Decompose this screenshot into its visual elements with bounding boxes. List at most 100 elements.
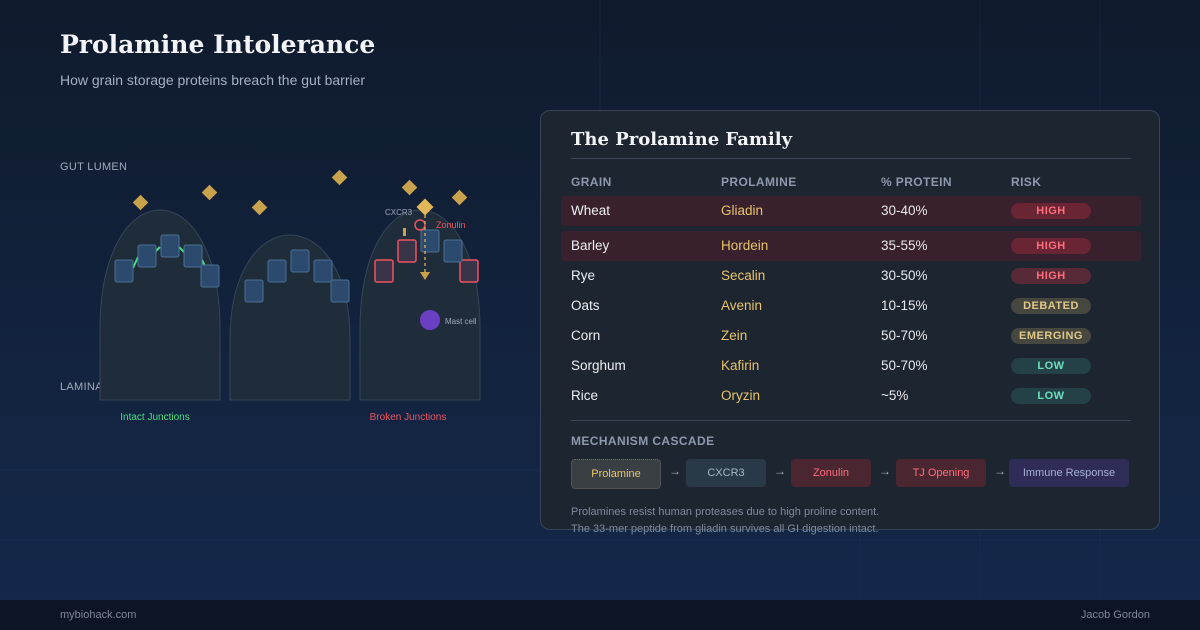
- mast-cell-label: Mast cell: [445, 317, 477, 326]
- epithelial-cell: [443, 239, 463, 263]
- grain-cell: Rice: [571, 388, 599, 403]
- header-risk: RISK: [1011, 175, 1042, 189]
- grain-cell: Wheat: [571, 203, 611, 218]
- prolamine-particle: [451, 189, 468, 206]
- broken-junction-cells: [374, 215, 479, 283]
- table-row: Rye Secalin 30-50% HIGH: [561, 261, 1141, 291]
- protein-percent-cell: 50-70%: [881, 358, 928, 373]
- prolamine-cell: Oryzin: [721, 388, 761, 403]
- prolamine-cell: Avenin: [721, 298, 763, 313]
- breach-arrow: [420, 272, 430, 280]
- epithelial-cell: [244, 279, 264, 303]
- footer-bar: mybiohack.com Jacob Gordon: [0, 600, 1200, 630]
- table-row: Oats Avenin 10-15% DEBATED: [561, 291, 1141, 321]
- prolamine-particles: [132, 169, 468, 216]
- header-prolamine: PROLAMINE: [721, 175, 797, 189]
- cascade-step-zonulin: Zonulin: [791, 459, 871, 487]
- cascade-arrow: →: [994, 464, 1006, 478]
- damaged-cell: [459, 259, 479, 283]
- risk-badge: HIGH: [1011, 238, 1091, 254]
- risk-badge: LOW: [1011, 358, 1091, 374]
- epithelial-cell: [183, 244, 203, 268]
- cxcr3-label: CXCR3: [385, 208, 413, 217]
- cascade-step-prolamine: Prolamine: [571, 459, 661, 489]
- epithelial-cell: [200, 264, 220, 288]
- footnote-line-2: The 33-mer peptide from gliadin survives…: [571, 523, 879, 535]
- prolamine-cell: Kafirin: [721, 358, 760, 373]
- grain-cell: Rye: [571, 268, 596, 283]
- protein-percent-cell: 30-40%: [881, 203, 928, 218]
- prolamine-particle: [201, 184, 218, 201]
- cascade-divider: [571, 420, 1131, 421]
- prolamine-particle: [251, 199, 268, 216]
- grain-cell: Corn: [571, 328, 601, 343]
- epithelial-cell: [313, 259, 333, 283]
- footnote: Prolamines resist human proteases due to…: [571, 504, 879, 538]
- prolamine-cell: Hordein: [721, 238, 769, 253]
- protein-percent-cell: ~5%: [881, 388, 909, 403]
- risk-badge: HIGH: [1011, 203, 1091, 219]
- title-divider: [571, 158, 1131, 159]
- grain-cell: Sorghum: [571, 358, 626, 373]
- zonulin-marker: [414, 219, 426, 231]
- risk-badge: DEBATED: [1011, 298, 1091, 314]
- villus-2: [229, 234, 351, 401]
- cascade-arrow: →: [669, 464, 681, 478]
- footnote-line-1: Prolamines resist human proteases due to…: [571, 506, 880, 518]
- protein-percent-cell: 30-50%: [881, 268, 928, 283]
- author-name: Jacob Gordon: [1080, 609, 1150, 621]
- damaged-cell: [374, 259, 394, 283]
- prolamine-particle: [416, 198, 434, 216]
- grain-cell: Barley: [571, 238, 610, 253]
- zonulin-label: Zonulin: [436, 220, 466, 230]
- page-subtitle: How grain storage proteins breach the gu…: [60, 72, 366, 88]
- cascade-label: MECHANISM CASCADE: [571, 434, 715, 448]
- epithelial-cell: [330, 279, 350, 303]
- header-grain: GRAIN: [571, 175, 612, 189]
- protein-percent-cell: 10-15%: [881, 298, 928, 313]
- protein-percent-cell: 50-70%: [881, 328, 928, 343]
- mast-cell: [420, 310, 440, 330]
- table-row: Rice Oryzin ~5% LOW: [561, 381, 1141, 411]
- intact-junction-cells: [114, 234, 220, 288]
- risk-badge: LOW: [1011, 388, 1091, 404]
- prolamine-particle: [331, 169, 348, 186]
- broken-junctions-label: Broken Junctions: [370, 412, 447, 423]
- table-row: Barley Hordein 35-55% HIGH: [561, 231, 1141, 261]
- epithelial-cell: [420, 229, 440, 253]
- gut-barrier-diagram: GUT LUMEN LAMINA PROPRIA: [60, 161, 481, 423]
- villus-1: [99, 209, 221, 401]
- table-row: Corn Zein 50-70% EMERGING: [561, 321, 1141, 351]
- damaged-cell: [397, 239, 417, 263]
- grain-cell: Oats: [571, 298, 600, 313]
- epithelial-cell: [290, 249, 310, 273]
- prolamine-family-card: The Prolamine Family GRAIN PROLAMINE % P…: [540, 110, 1160, 535]
- risk-badge: HIGH: [1011, 268, 1091, 284]
- table-row: Sorghum Kafirin 50-70% LOW: [561, 351, 1141, 381]
- cascade-step-immune-response: Immune Response: [1009, 459, 1129, 487]
- protein-percent-cell: 35-55%: [881, 238, 928, 253]
- prolamine-particle: [401, 179, 418, 196]
- risk-badge: EMERGING: [1011, 328, 1091, 344]
- epithelial-cell: [137, 244, 157, 268]
- epithelial-cell: [114, 259, 134, 283]
- page-title: Prolamine Intolerance: [60, 30, 376, 59]
- cxcr3-receptor: [403, 228, 406, 236]
- prolamine-cell: Secalin: [721, 268, 766, 283]
- site-link[interactable]: mybiohack.com: [60, 609, 137, 621]
- gut-lumen-label: GUT LUMEN: [60, 161, 127, 173]
- epithelial-cell: [160, 234, 180, 258]
- prolamine-cell: Zein: [721, 328, 748, 343]
- cascade-arrow: →: [774, 464, 786, 478]
- card-title: The Prolamine Family: [571, 129, 793, 150]
- epithelial-cell: [267, 259, 287, 283]
- cascade-step-tj-opening: TJ Opening: [896, 459, 986, 487]
- cascade-arrow: →: [879, 464, 891, 478]
- villus-3: [359, 209, 481, 401]
- prolamine-cell: Gliadin: [721, 203, 764, 218]
- intact-junctions-label: Intact Junctions: [120, 412, 189, 423]
- header-protein: % PROTEIN: [881, 175, 952, 189]
- prolamine-particle: [132, 194, 149, 211]
- cascade-step-cxcr3: CXCR3: [686, 459, 766, 487]
- villus-2-cells: [244, 249, 350, 303]
